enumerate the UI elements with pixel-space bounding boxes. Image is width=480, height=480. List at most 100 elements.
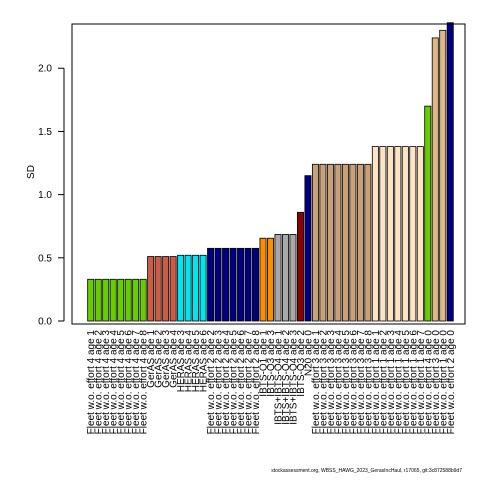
x-tick-label: Fleet w.o. effort 4 age 6 bbox=[124, 330, 135, 435]
bar-20 bbox=[229, 247, 237, 322]
bar-8 bbox=[139, 278, 147, 322]
bar-24 bbox=[259, 237, 267, 322]
bar-30 bbox=[304, 175, 312, 322]
bar-46 bbox=[424, 105, 432, 322]
x-tick-label: Fleet w.o. effort 1 age 0 bbox=[438, 330, 449, 435]
bar-21 bbox=[237, 247, 245, 322]
footer-provenance: stockassessment.org, WBSS_HAWG_2023_Gera… bbox=[271, 468, 462, 474]
x-tick-label: Fleet w.o. effort 2 age 4 bbox=[221, 330, 232, 435]
bar-12 bbox=[169, 256, 177, 322]
x-tick-label: HERAS age 6 bbox=[199, 330, 210, 393]
bar-32 bbox=[319, 163, 327, 322]
x-tick-label: Fleet w.o. effort 2 age 0 bbox=[446, 330, 457, 435]
x-tick-label: Fleet w.o. effort 4 age 1 bbox=[86, 330, 97, 435]
x-tick-label: Fleet w.o. effort 1 age 6 bbox=[408, 330, 419, 435]
x-tick-label: Fleet w.o. effort 3 age 3 bbox=[326, 330, 337, 435]
y-tick-label: 2.0 bbox=[38, 64, 52, 75]
x-tick-label: Fleet w.o. effort 4 age 0 bbox=[423, 330, 434, 435]
bar-40 bbox=[379, 146, 387, 322]
bar-42 bbox=[394, 146, 402, 322]
bar-37 bbox=[356, 163, 364, 322]
y-axis: 0.0 0.5 1.0 1.5 2.0 bbox=[38, 64, 65, 328]
x-tick-label: GerAS age 3 bbox=[161, 330, 172, 388]
x-tick-label: Fleet w.o. effort 3 age 8 bbox=[363, 330, 374, 435]
bar-25 bbox=[267, 237, 274, 322]
bar-1 bbox=[87, 278, 95, 322]
x-tick-label: Fleet w.o. effort 1 age 3 bbox=[386, 330, 397, 435]
bar-31 bbox=[311, 163, 319, 322]
x-tick-label: Fleet w.o. effort 2 age 8 bbox=[251, 330, 262, 435]
bar-33 bbox=[326, 163, 334, 322]
bar-38 bbox=[364, 163, 372, 322]
x-tick-label: Fleet w.o. effort 1 age 4 bbox=[393, 330, 404, 435]
x-tick-label: Fleet w.o. effort 1 age 1 bbox=[371, 330, 382, 435]
bar-29 bbox=[296, 211, 304, 322]
x-tick-label: Fleet w.o. effort 1 age 7 bbox=[416, 330, 427, 435]
bar-5 bbox=[117, 278, 125, 322]
x-tick-label: GerAS age 2 bbox=[154, 330, 165, 388]
y-tick-label: 1.0 bbox=[38, 190, 52, 201]
bar-26 bbox=[274, 234, 282, 322]
bar-48 bbox=[439, 29, 447, 322]
x-tick-label: IBTS+IBTS-Q4 age 2 bbox=[281, 330, 292, 425]
bar-45 bbox=[416, 146, 424, 322]
x-tick-label: Fleet w.o. effort 2 age 3 bbox=[214, 330, 225, 435]
bar-36 bbox=[349, 163, 357, 322]
x-tick-label: HERAS age 5 bbox=[191, 330, 202, 393]
bar-10 bbox=[154, 256, 162, 322]
y-tick-label: 1.5 bbox=[38, 127, 52, 138]
bar-19 bbox=[222, 247, 230, 322]
bar-11 bbox=[162, 256, 170, 322]
bar-13 bbox=[177, 254, 185, 322]
x-tick-label: GerAS age 4 bbox=[169, 330, 180, 388]
x-tick-label: Fleet w.o. effort 4 age 5 bbox=[116, 330, 127, 435]
x-tick-label: Fleet w.o. effort 3 age 1 bbox=[311, 330, 322, 435]
bar-17 bbox=[207, 247, 215, 322]
bar-2 bbox=[94, 278, 102, 322]
x-tick-label: Fleet w.o. effort 1 age 2 bbox=[378, 330, 389, 435]
bar-23 bbox=[252, 247, 259, 322]
bar-7 bbox=[132, 278, 140, 322]
bar-3 bbox=[102, 278, 110, 322]
bar-41 bbox=[386, 146, 394, 322]
bar-6 bbox=[124, 278, 132, 322]
x-tick-label: HERAS age 4 bbox=[184, 330, 195, 393]
x-tick-label: IBTS-Q1 age 1 bbox=[259, 330, 270, 397]
x-tick-label: Fleet w.o. effort 3 age 6 bbox=[348, 330, 359, 435]
x-tick-label: N20 age 0 bbox=[303, 330, 314, 377]
bar-49 bbox=[446, 22, 454, 322]
y-tick-label: 0.5 bbox=[38, 253, 52, 264]
bar-4 bbox=[109, 278, 117, 322]
x-tick-label: Fleet w.o. effort 4 age 4 bbox=[109, 330, 120, 435]
x-tick-label: Fleet w.o. effort 4 age 3 bbox=[101, 330, 112, 435]
y-tick-label: 0.0 bbox=[38, 317, 52, 328]
bar-16 bbox=[199, 254, 207, 322]
bar-27 bbox=[282, 234, 289, 322]
x-tick-label: Fleet w.o. effort 3 age 0 bbox=[431, 330, 442, 435]
x-tick-label: Fleet w.o. effort 2 age 7 bbox=[244, 330, 255, 435]
bar-43 bbox=[401, 146, 409, 322]
y-axis-title: SD bbox=[26, 165, 37, 179]
bar-22 bbox=[244, 247, 252, 322]
x-tick-label: IBTS-Q3 age 2 bbox=[296, 330, 307, 397]
x-tick-label: Fleet w.o. effort 4 age 7 bbox=[131, 330, 142, 435]
bar-14 bbox=[184, 254, 192, 322]
bar-15 bbox=[192, 254, 200, 322]
x-tick-label: IBTS+IBTS-Q4 age 1 bbox=[273, 330, 284, 425]
x-tick-label: Fleet w.o. effort 4 age 2 bbox=[94, 330, 105, 435]
x-tick-label: IBTS-Q3 age 3 bbox=[266, 330, 277, 397]
bar-18 bbox=[214, 247, 222, 322]
x-tick-label: Fleet w.o. effort 3 age 5 bbox=[341, 330, 352, 435]
x-tick-label: Fleet w.o. effort 1 age 5 bbox=[401, 330, 412, 435]
x-tick-label: Fleet w.o. effort 3 age 4 bbox=[333, 330, 344, 435]
x-tick-label: GerAS age 1 bbox=[146, 330, 157, 388]
x-tick-label: HERAS age 3 bbox=[176, 330, 187, 393]
x-tick-label: Fleet w.o. effort 4 age 8 bbox=[139, 330, 150, 435]
bar-39 bbox=[371, 146, 379, 322]
bar-35 bbox=[341, 163, 349, 322]
bar-44 bbox=[409, 146, 417, 322]
x-tick-label: Fleet w.o. effort 3 age 2 bbox=[318, 330, 329, 435]
bar-34 bbox=[334, 163, 342, 322]
x-tick-label: Fleet w.o. effort 2 age 6 bbox=[236, 330, 247, 435]
